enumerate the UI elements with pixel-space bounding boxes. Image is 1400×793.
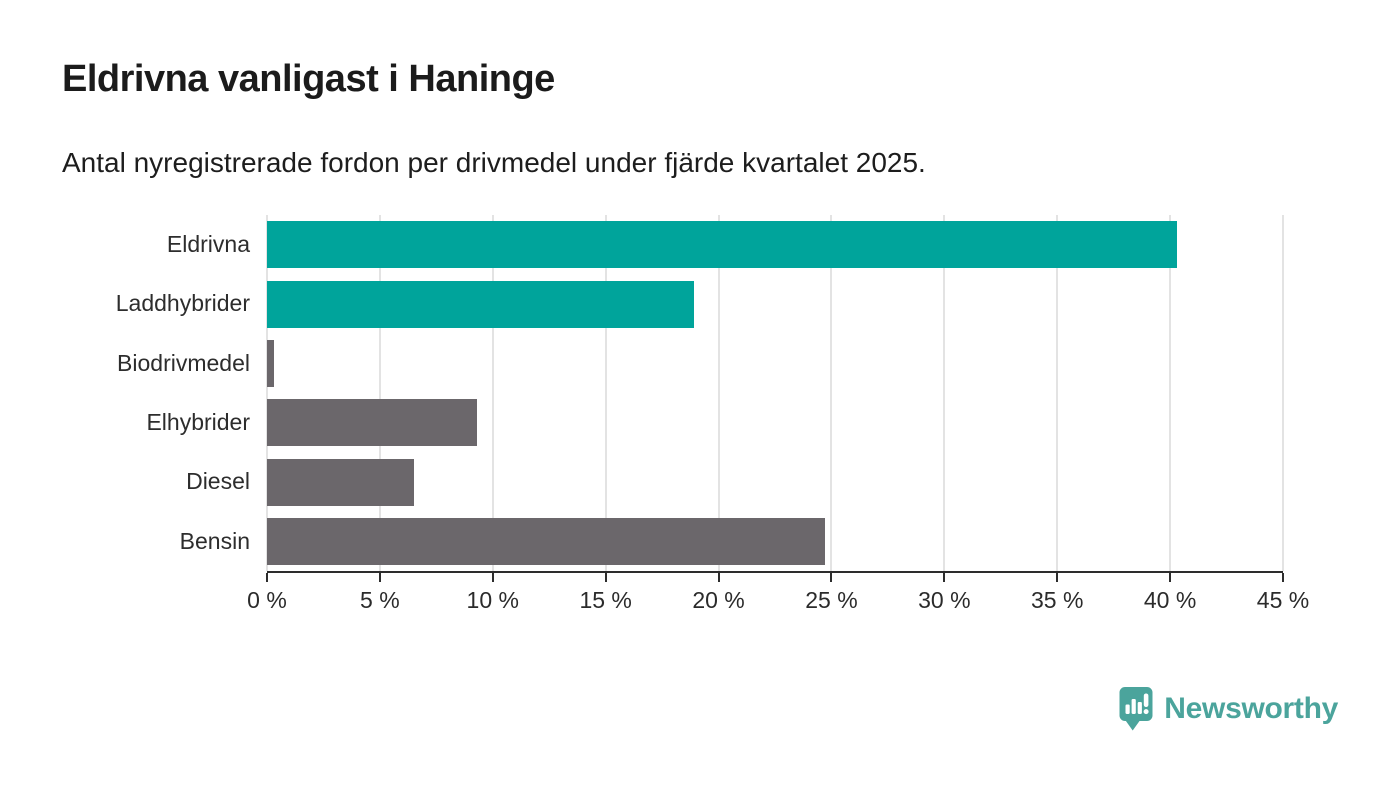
- bar-laddhybrider: [267, 280, 694, 328]
- brand-footer: Newsworthy: [1119, 686, 1338, 732]
- tick-mark-10: [491, 573, 494, 582]
- category-label-elhybrider: Elhybrider: [146, 409, 250, 436]
- bar-row-bensin: [267, 517, 1283, 565]
- tick-label-40: 40 %: [1143, 587, 1197, 613]
- tick-mark-15: [604, 573, 607, 582]
- tick-mark-40: [1169, 573, 1172, 582]
- tick-mark-25: [830, 573, 833, 582]
- gridline-15: [604, 215, 607, 571]
- bar-row-laddhybrider: [267, 280, 1283, 328]
- tick-mark-0: [266, 573, 268, 582]
- tick-label-35: 35 %: [1031, 587, 1084, 613]
- chart-subtitle: Antal nyregistrerade fordon per drivmede…: [62, 147, 926, 178]
- bar-row-eldrivna: [267, 221, 1283, 269]
- gridline-10: [491, 215, 494, 571]
- tick-mark-35: [1056, 573, 1059, 582]
- newsworthy-logo-icon: [1119, 687, 1153, 731]
- bar-row-elhybrider: [267, 399, 1283, 447]
- tick-label-30: 30 %: [918, 587, 971, 613]
- bar-row-biodrivmedel: [267, 339, 1283, 387]
- bar-biodrivmedel: [267, 339, 274, 387]
- bar-elhybrider: [267, 399, 477, 447]
- bar-bensin: [267, 517, 825, 565]
- gridline-25: [830, 215, 833, 571]
- chart-title: Eldrivna vanligast i Haninge: [62, 58, 555, 100]
- bar-row-diesel: [267, 458, 1283, 506]
- tick-mark-20: [717, 573, 720, 582]
- bar-diesel: [267, 458, 414, 506]
- tick-label-25: 25 %: [805, 587, 858, 613]
- x-axis: 0 % 5 % 10 % 15 % 20 % 25 % 30 % 35 % 40 % 45 %: [247, 573, 1309, 623]
- tick-label-10: 10 %: [466, 587, 519, 613]
- category-label-bensin: Bensin: [179, 527, 250, 554]
- category-label-laddhybrider: Laddhybrider: [115, 290, 250, 317]
- gridline-40: [1169, 215, 1172, 571]
- gridline-30: [943, 215, 946, 571]
- tick-mark-45: [1282, 573, 1284, 582]
- category-axis: Eldrivna Laddhybrider Biodrivmedel Elhybrid…: [0, 215, 250, 571]
- brand-name: Newsworthy: [1164, 692, 1338, 725]
- gridline-5: [378, 215, 381, 571]
- tick-mark-5: [378, 573, 381, 582]
- gridline-45: [1282, 215, 1284, 571]
- plot-area: [266, 215, 1284, 573]
- category-label-diesel: Diesel: [186, 468, 250, 495]
- tick-label-15: 15 %: [579, 587, 632, 613]
- bar-eldrivna: [267, 221, 1177, 269]
- tick-label-5: 5 %: [360, 587, 400, 613]
- gridline-0: [266, 215, 268, 571]
- tick-label-45: 45 %: [1256, 587, 1310, 613]
- tick-label-0: 0 %: [247, 587, 287, 613]
- category-label-biodrivmedel: Biodrivmedel: [117, 349, 250, 376]
- gridline-35: [1056, 215, 1059, 571]
- tick-label-20: 20 %: [692, 587, 745, 613]
- category-label-eldrivna: Eldrivna: [166, 231, 250, 258]
- gridline-20: [717, 215, 720, 571]
- tick-mark-30: [943, 573, 946, 582]
